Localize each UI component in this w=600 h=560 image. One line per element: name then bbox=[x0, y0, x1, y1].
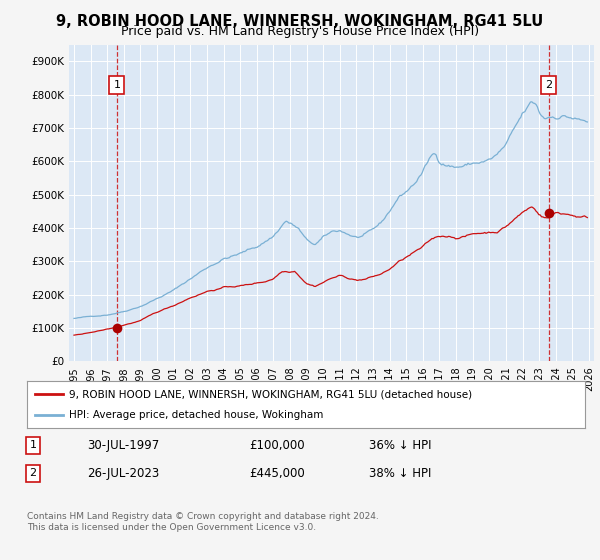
Text: 2: 2 bbox=[545, 80, 553, 90]
Text: HPI: Average price, detached house, Wokingham: HPI: Average price, detached house, Woki… bbox=[69, 410, 323, 420]
Text: Price paid vs. HM Land Registry's House Price Index (HPI): Price paid vs. HM Land Registry's House … bbox=[121, 25, 479, 38]
Text: 30-JUL-1997: 30-JUL-1997 bbox=[87, 438, 159, 452]
Text: 2: 2 bbox=[29, 468, 37, 478]
Text: 9, ROBIN HOOD LANE, WINNERSH, WOKINGHAM, RG41 5LU (detached house): 9, ROBIN HOOD LANE, WINNERSH, WOKINGHAM,… bbox=[69, 389, 472, 399]
Text: 1: 1 bbox=[29, 440, 37, 450]
Text: 9, ROBIN HOOD LANE, WINNERSH, WOKINGHAM, RG41 5LU: 9, ROBIN HOOD LANE, WINNERSH, WOKINGHAM,… bbox=[56, 14, 544, 29]
Text: 1: 1 bbox=[113, 80, 121, 90]
Text: 36% ↓ HPI: 36% ↓ HPI bbox=[369, 438, 431, 452]
Text: 38% ↓ HPI: 38% ↓ HPI bbox=[369, 466, 431, 480]
Text: 26-JUL-2023: 26-JUL-2023 bbox=[87, 466, 159, 480]
Text: £100,000: £100,000 bbox=[249, 438, 305, 452]
Text: Contains HM Land Registry data © Crown copyright and database right 2024.
This d: Contains HM Land Registry data © Crown c… bbox=[27, 512, 379, 532]
Text: £445,000: £445,000 bbox=[249, 466, 305, 480]
